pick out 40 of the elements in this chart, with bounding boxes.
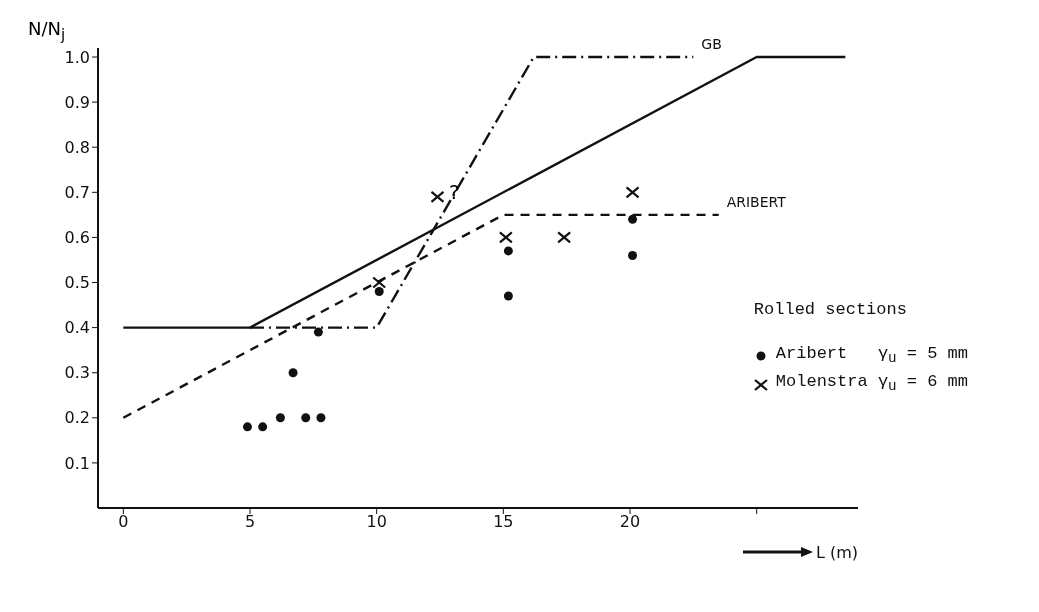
point (628, 250, 638, 260)
point (625, 186, 640, 199)
point (503, 291, 513, 301)
point (498, 231, 513, 244)
y-tick-label: 0.7 (64, 182, 90, 202)
annotation: ? (449, 180, 460, 204)
x-tick-label: 10 (366, 512, 387, 532)
point (503, 246, 513, 256)
x-tick-label: 0 (118, 512, 129, 532)
point (258, 422, 268, 432)
legend-label: Aribert γ$_{u}$ = 5 mm (775, 343, 968, 369)
y-axis-title: N/N$_{j}$ (28, 18, 66, 44)
point (316, 413, 326, 423)
x-axis-title: L (m) (815, 543, 858, 562)
point (430, 190, 445, 203)
y-tick-label: 0.4 (64, 318, 90, 338)
y-tick-label: 1.0 (64, 47, 90, 67)
point (372, 276, 387, 289)
x-tick-label: 15 (493, 512, 514, 532)
point (628, 214, 638, 224)
point (242, 422, 252, 432)
y-tick-label: 0.2 (64, 408, 90, 428)
legend-label: Molenstra γ$_{u}$ = 6 mm (775, 371, 968, 397)
x-tick-label: 20 (619, 512, 641, 532)
point (288, 368, 298, 378)
y-tick-label: 0.6 (64, 228, 90, 248)
point (313, 327, 323, 337)
x-tick-label: 5 (244, 512, 256, 532)
y-tick-label: 0.8 (64, 137, 90, 157)
legend-title: Rolled sections (753, 299, 908, 321)
series-label: GB (701, 36, 722, 53)
y-tick-label: 0.9 (64, 92, 90, 112)
point (374, 287, 384, 297)
y-tick-label: 0.3 (64, 363, 90, 383)
point (301, 413, 311, 423)
point (557, 231, 572, 244)
y-tick-label: 0.5 (64, 273, 90, 293)
y-tick-label: 0.1 (64, 453, 90, 473)
series-label: ARIBERT (726, 193, 787, 210)
point (275, 413, 285, 423)
